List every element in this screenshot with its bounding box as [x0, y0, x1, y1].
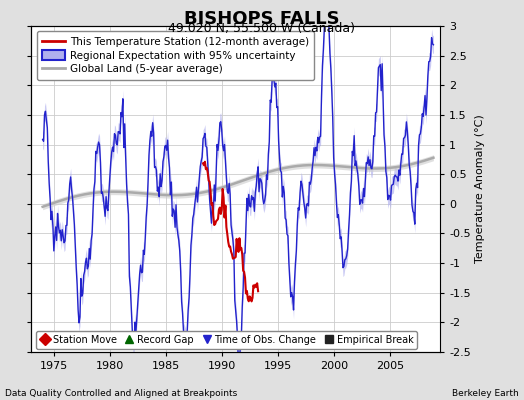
Y-axis label: Temperature Anomaly (°C): Temperature Anomaly (°C) — [475, 115, 485, 263]
Text: Berkeley Earth: Berkeley Earth — [452, 389, 519, 398]
Text: Data Quality Controlled and Aligned at Breakpoints: Data Quality Controlled and Aligned at B… — [5, 389, 237, 398]
Text: 49.020 N, 55.500 W (Canada): 49.020 N, 55.500 W (Canada) — [169, 22, 355, 35]
Legend: Station Move, Record Gap, Time of Obs. Change, Empirical Break: Station Move, Record Gap, Time of Obs. C… — [36, 331, 417, 349]
Text: BISHOPS FALLS: BISHOPS FALLS — [184, 10, 340, 28]
